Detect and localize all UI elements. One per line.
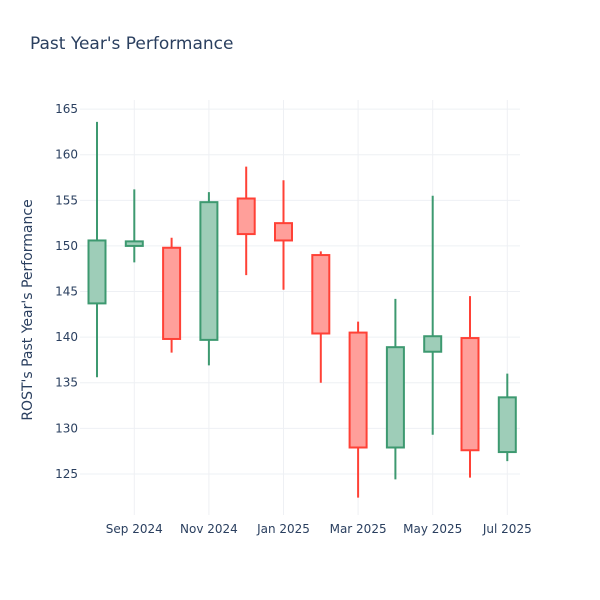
candle-body (497, 396, 517, 454)
candle-decreasing (274, 180, 293, 290)
y-tick-label: 125 (55, 467, 78, 481)
x-tick-label: Nov 2024 (180, 522, 238, 536)
candle-body (87, 239, 107, 305)
candle-decreasing (348, 321, 368, 498)
y-tick-label: 150 (55, 239, 78, 253)
candle-decreasing (460, 296, 480, 478)
x-tick-label: Jan 2025 (256, 522, 310, 536)
y-tick-label: 130 (55, 421, 78, 435)
candle-body (236, 197, 256, 236)
candle-layer (87, 121, 517, 498)
candle-body (348, 331, 368, 449)
y-axis-title: ROST's Past Year's Performance (20, 199, 36, 420)
y-tick-label: 160 (55, 148, 78, 162)
candle-decreasing (162, 237, 182, 353)
chart-title: Past Year's Performance (30, 34, 234, 54)
y-tick-label: 155 (55, 193, 78, 207)
y-axis-ticks: 125 130 135 140 145 150 155 160 165 (55, 102, 78, 481)
candle-increasing (497, 373, 517, 462)
candle-decreasing (236, 166, 256, 276)
y-tick-label: 145 (55, 285, 78, 299)
candle-increasing (423, 195, 443, 435)
x-tick-label: Jul 2025 (482, 522, 532, 536)
y-tick-label: 135 (55, 376, 78, 390)
candle-increasing (87, 121, 107, 378)
candle-body (423, 335, 443, 353)
x-tick-label: May 2025 (403, 522, 462, 536)
candle-decreasing (311, 251, 331, 383)
x-axis-ticks: Sep 2024 Nov 2024 Jan 2025 Mar 2025 May 2025… (106, 522, 532, 536)
candle-body (460, 337, 480, 452)
candle-increasing (124, 189, 144, 263)
candle-body (199, 201, 219, 341)
candle-increasing (385, 298, 405, 480)
x-tick-label: Mar 2025 (330, 522, 387, 536)
candle-body (311, 254, 331, 335)
y-tick-label: 140 (55, 330, 78, 344)
candle-body (124, 240, 144, 247)
candle-body (162, 246, 182, 340)
candle-body (385, 346, 405, 449)
grid-layer (80, 100, 520, 515)
y-tick-label: 165 (55, 102, 78, 116)
candle-increasing (199, 192, 219, 366)
x-tick-label: Sep 2024 (106, 522, 163, 536)
candle-body (274, 222, 293, 242)
